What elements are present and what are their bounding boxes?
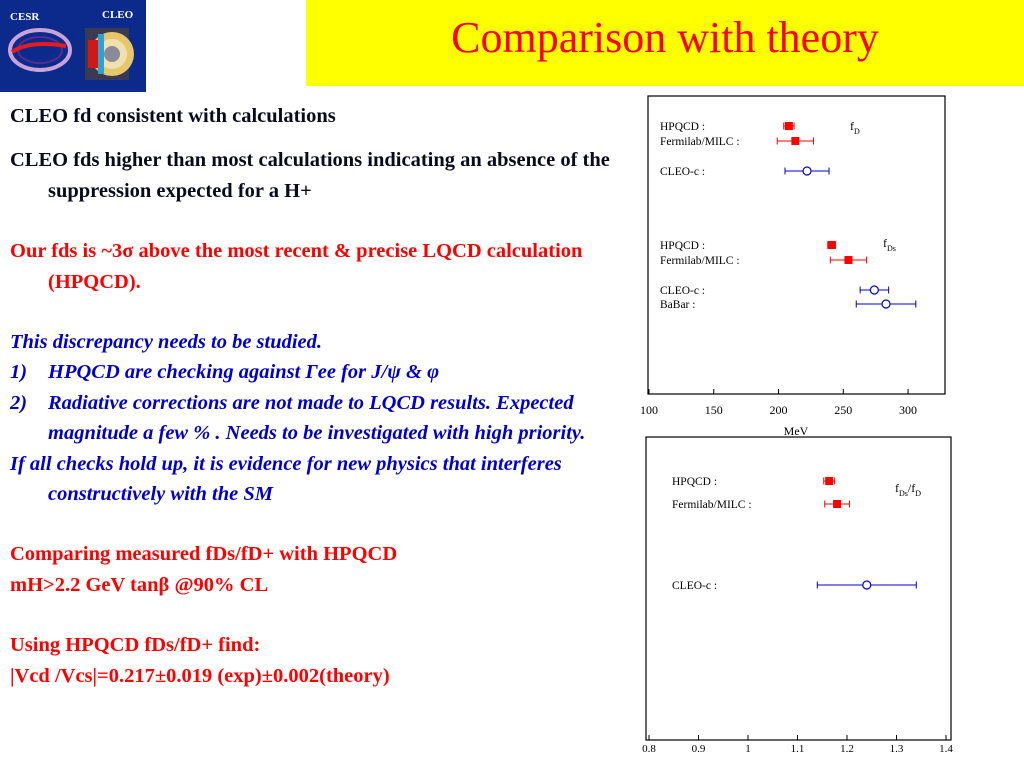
chart1-point-name: Fermilab/MILC :: [660, 255, 740, 267]
logo-left-label: CESR: [10, 11, 40, 23]
text-line-vcd-vcs: |Vcd /Vcs|=0.217±0.019 (exp)±0.002(theor…: [10, 664, 390, 687]
text-line-new-physics: If all checks hold up, it is evidence fo…: [10, 452, 562, 506]
list-item-2-text: Radiative corrections are not made to LQ…: [48, 391, 586, 445]
chart2-tick-label: 0.8: [642, 743, 656, 755]
chart2-tick-label: 1.3: [890, 743, 904, 755]
text-line-comparing: Comparing measured fDs/fD+ with HPQCD: [10, 543, 398, 566]
chart1-point-square: [827, 241, 836, 249]
chart1-tick-label: 250: [834, 403, 852, 417]
chart1-point-name: CLEO-c :: [660, 285, 705, 297]
list-item-2-number: 2): [10, 391, 28, 414]
chart1-marks: fD HPQCD : Fermilab/MILC : CLEO-c : fDs HPQCD…: [660, 119, 917, 311]
chart2-tick-label: 1: [745, 743, 751, 755]
logo-graphic: CESR CLEO: [0, 0, 146, 92]
chart1-point-name: BaBar :: [660, 299, 695, 311]
list-item-2: 2) Radiative corrections are not made to …: [10, 388, 610, 449]
chart1-x-axis-label: MeV: [784, 424, 809, 438]
page-title: Comparison with theory: [451, 13, 879, 62]
chart2-point-name: HPQCD :: [672, 476, 717, 488]
chart-ratio: 0.8 0.9 1 1.1 1.2 1.3 1.4 fDs/fD HPQCD : Fermila…: [642, 436, 953, 755]
chart1-tick-label: 100: [640, 403, 658, 417]
text-line-using: Using HPQCD fDs/fD+ find:: [10, 634, 261, 657]
chart1-point-name: Fermilab/MILC :: [660, 136, 740, 148]
list-item-1-text: HPQCD are checking against Γee for J/ψ &…: [48, 361, 440, 384]
chart1-point-name: HPQCD :: [660, 121, 705, 133]
chart1-point-square: [844, 256, 853, 264]
chart1-tick-label: 150: [705, 403, 723, 417]
logo-right-label: CLEO: [102, 9, 134, 21]
chart1-point-square: [791, 137, 800, 145]
text-line-discrepancy: This discrepancy needs to be studied.: [10, 331, 323, 354]
slide-body: CLEO fd consistent with calculations CLE…: [10, 101, 610, 691]
chart2-group-label: fDs/fD: [895, 481, 921, 498]
chart2-x-axis: 0.8 0.9 1 1.1 1.2 1.3 1.4: [642, 735, 953, 755]
chart2-tick-label: 1.2: [840, 743, 854, 755]
chart1-group-label: fD: [850, 119, 860, 136]
chart1-point-circle: [881, 299, 891, 309]
list-item-1-number: 1): [10, 361, 28, 384]
title-bar: Comparison with theory: [306, 0, 1024, 86]
chart2-tick-label: 1.4: [939, 743, 953, 755]
chart1-group-label: fDs: [883, 236, 896, 253]
text-line-sigma: Our fds is ~3σ above the most recent & p…: [10, 240, 583, 293]
chart-decay-constants: 100 150 200 250 300 fD HPQCD : Fermilab/MILC :…: [640, 95, 946, 438]
text-line-mh-limit: mH>2.2 GeV tanβ @90% CL: [10, 573, 269, 596]
text-line-fd: CLEO fd consistent with calculations: [10, 105, 336, 127]
chart2-point-square: [833, 500, 842, 508]
cesr-cleo-logo: CESR CLEO: [0, 0, 146, 92]
chart1-tick-label: 300: [899, 403, 917, 417]
list-item-1: 1) HPQCD are checking against Γee for J/ψ…: [10, 357, 610, 387]
chart2-point-circle: [862, 580, 872, 590]
chart2-tick-label: 1.1: [791, 743, 805, 755]
chart2-marks: fDs/fD HPQCD : Fermilab/MILC : CLEO-c :: [672, 476, 921, 592]
chart1-point-square: [784, 122, 793, 130]
chart2-point-square: [825, 477, 834, 485]
text-line-fds: CLEO fds higher than most calculations i…: [10, 149, 610, 202]
chart1-point-circle: [869, 285, 879, 295]
chart1-x-axis: 100 150 200 250 300: [640, 389, 917, 417]
chart1-point-circle: [802, 166, 812, 176]
chart2-tick-label: 0.9: [692, 743, 706, 755]
chart2-frame: [645, 436, 952, 741]
chart1-frame: [647, 95, 946, 395]
chart1-tick-label: 200: [770, 403, 788, 417]
chart1-point-name: HPQCD :: [660, 240, 705, 252]
chart2-point-name: Fermilab/MILC :: [672, 499, 752, 511]
chart1-point-name: CLEO-c :: [660, 166, 705, 178]
chart2-point-name: CLEO-c :: [672, 580, 717, 592]
